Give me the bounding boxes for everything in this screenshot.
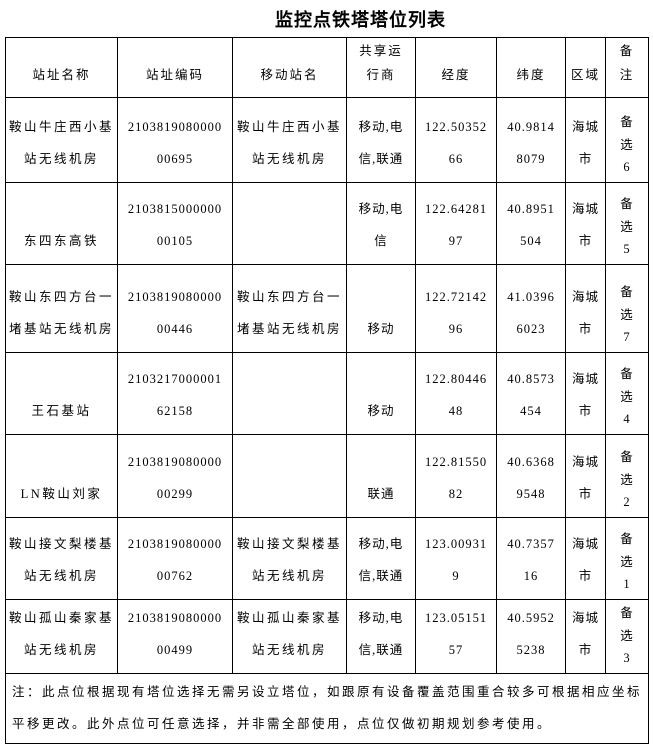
cell-operators: 联通 bbox=[346, 433, 416, 518]
cell-mobile-name: 鞍山东四方台一 堵基站无线机房 bbox=[232, 263, 347, 353]
cell-site-name: 鞍山东四方台一 堵基站无线机房 bbox=[5, 263, 118, 353]
cell-remark: 备 选 7 bbox=[605, 263, 649, 353]
cell-remark: 备 选 1 bbox=[605, 516, 649, 600]
table-row: 鞍山接文梨楼基 站无线机房 2103819080000 00762 鞍山接文梨楼… bbox=[5, 516, 649, 600]
cell-longitude: 122.81550 82 bbox=[415, 433, 497, 518]
cell-site-code: 2103819080000 00446 bbox=[117, 263, 233, 353]
cell-operators: 移动 bbox=[346, 351, 416, 435]
cell-region: 海城 市 bbox=[565, 516, 606, 600]
table-row: 鞍山东四方台一 堵基站无线机房 2103819080000 00446 鞍山东四… bbox=[5, 263, 649, 353]
cell-site-name: 鞍山接文梨楼基 站无线机房 bbox=[5, 516, 118, 600]
cell-region: 海城 市 bbox=[565, 96, 606, 183]
cell-site-code: 2103819080000 00762 bbox=[117, 516, 233, 600]
table-row: 东四东高铁 2103815000000 00105 移动,电 信 122.642… bbox=[5, 181, 649, 265]
col-header-site-name: 站址名称 bbox=[5, 37, 118, 98]
page-title: 监控点铁塔塔位列表 bbox=[275, 10, 446, 30]
cell-mobile-name: 鞍山接文梨楼基 站无线机房 bbox=[232, 516, 347, 600]
cell-mobile-name: 鞍山牛庄西小基 站无线机房 bbox=[232, 96, 347, 183]
cell-operators: 移动,电 信,联通 bbox=[346, 96, 416, 183]
cell-remark: 备 选 5 bbox=[605, 181, 649, 265]
cell-region: 海城 市 bbox=[565, 433, 606, 518]
cell-site-code: 2103819080000 00695 bbox=[117, 96, 233, 183]
cell-mobile-name bbox=[232, 433, 347, 518]
cell-latitude: 40.5952 5238 bbox=[496, 598, 566, 674]
cell-region: 海城 市 bbox=[565, 263, 606, 353]
cell-remark: 备 选 4 bbox=[605, 351, 649, 435]
cell-latitude: 40.6368 9548 bbox=[496, 433, 566, 518]
cell-remark: 备 选 6 bbox=[605, 96, 649, 183]
col-header-operators: 共享运 行商 bbox=[346, 37, 416, 98]
cell-operators: 移动 bbox=[346, 263, 416, 353]
cell-mobile-name bbox=[232, 351, 347, 435]
cell-latitude: 40.8573 454 bbox=[496, 351, 566, 435]
cell-mobile-name: 鞍山孤山秦家基 站无线机房 bbox=[232, 598, 347, 674]
cell-site-name: 东四东高铁 bbox=[5, 181, 118, 265]
cell-latitude: 41.0396 6023 bbox=[496, 263, 566, 353]
cell-remark: 备 选 3 bbox=[605, 598, 649, 674]
cell-operators: 移动,电 信,联通 bbox=[346, 516, 416, 600]
table-footnote: 注：此点位根据现有塔位选择无需另设立塔位，如跟原有设备覆盖范围重合较多可根据相应… bbox=[5, 672, 649, 744]
cell-longitude: 122.80446 48 bbox=[415, 351, 497, 435]
col-header-mobile-name: 移动站名 bbox=[232, 37, 347, 98]
col-header-remark: 备 注 bbox=[605, 37, 649, 98]
cell-longitude: 122.72142 96 bbox=[415, 263, 497, 353]
header-row: 站址名称 站址编码 移动站名 共享运 行商 经度 纬度 区域 备 注 bbox=[5, 37, 649, 98]
cell-latitude: 40.9814 8079 bbox=[496, 96, 566, 183]
cell-site-code: 2103819080000 00499 bbox=[117, 598, 233, 674]
cell-latitude: 40.8951 504 bbox=[496, 181, 566, 265]
cell-mobile-name bbox=[232, 181, 347, 265]
table-row: 王石基站 2103217000001 62158 移动 122.80446 48… bbox=[5, 351, 649, 435]
tower-position-table: 站址名称 站址编码 移动站名 共享运 行商 经度 纬度 区域 备 注 鞍山牛庄西… bbox=[5, 37, 649, 744]
col-header-region: 区域 bbox=[565, 37, 606, 98]
col-header-longitude: 经度 bbox=[415, 37, 497, 98]
cell-operators: 移动,电 信,联通 bbox=[346, 598, 416, 674]
cell-longitude: 122.64281 97 bbox=[415, 181, 497, 265]
cell-site-code: 2103217000001 62158 bbox=[117, 351, 233, 435]
cell-region: 海城 市 bbox=[565, 598, 606, 674]
cell-longitude: 122.50352 66 bbox=[415, 96, 497, 183]
cell-site-name: LN鞍山刘家 bbox=[5, 433, 118, 518]
cell-region: 海城 市 bbox=[565, 351, 606, 435]
cell-site-name: 王石基站 bbox=[5, 351, 118, 435]
cell-remark: 备 选 2 bbox=[605, 433, 649, 518]
table-row: LN鞍山刘家 2103819080000 00299 联通 122.81550 … bbox=[5, 433, 649, 518]
col-header-latitude: 纬度 bbox=[496, 37, 566, 98]
note-row: 注：此点位根据现有塔位选择无需另设立塔位，如跟原有设备覆盖范围重合较多可根据相应… bbox=[5, 672, 649, 744]
cell-site-name: 鞍山孤山秦家基 站无线机房 bbox=[5, 598, 118, 674]
cell-longitude: 123.05151 57 bbox=[415, 598, 497, 674]
table-row: 鞍山牛庄西小基 站无线机房 2103819080000 00695 鞍山牛庄西小… bbox=[5, 96, 649, 183]
table-row: 鞍山孤山秦家基 站无线机房 2103819080000 00499 鞍山孤山秦家… bbox=[5, 598, 649, 674]
cell-latitude: 40.7357 16 bbox=[496, 516, 566, 600]
cell-site-name: 鞍山牛庄西小基 站无线机房 bbox=[5, 96, 118, 183]
cell-region: 海城 市 bbox=[565, 181, 606, 265]
cell-site-code: 2103819080000 00299 bbox=[117, 433, 233, 518]
cell-longitude: 123.00931 9 bbox=[415, 516, 497, 600]
cell-operators: 移动,电 信 bbox=[346, 181, 416, 265]
col-header-site-code: 站址编码 bbox=[117, 37, 233, 98]
cell-site-code: 2103815000000 00105 bbox=[117, 181, 233, 265]
